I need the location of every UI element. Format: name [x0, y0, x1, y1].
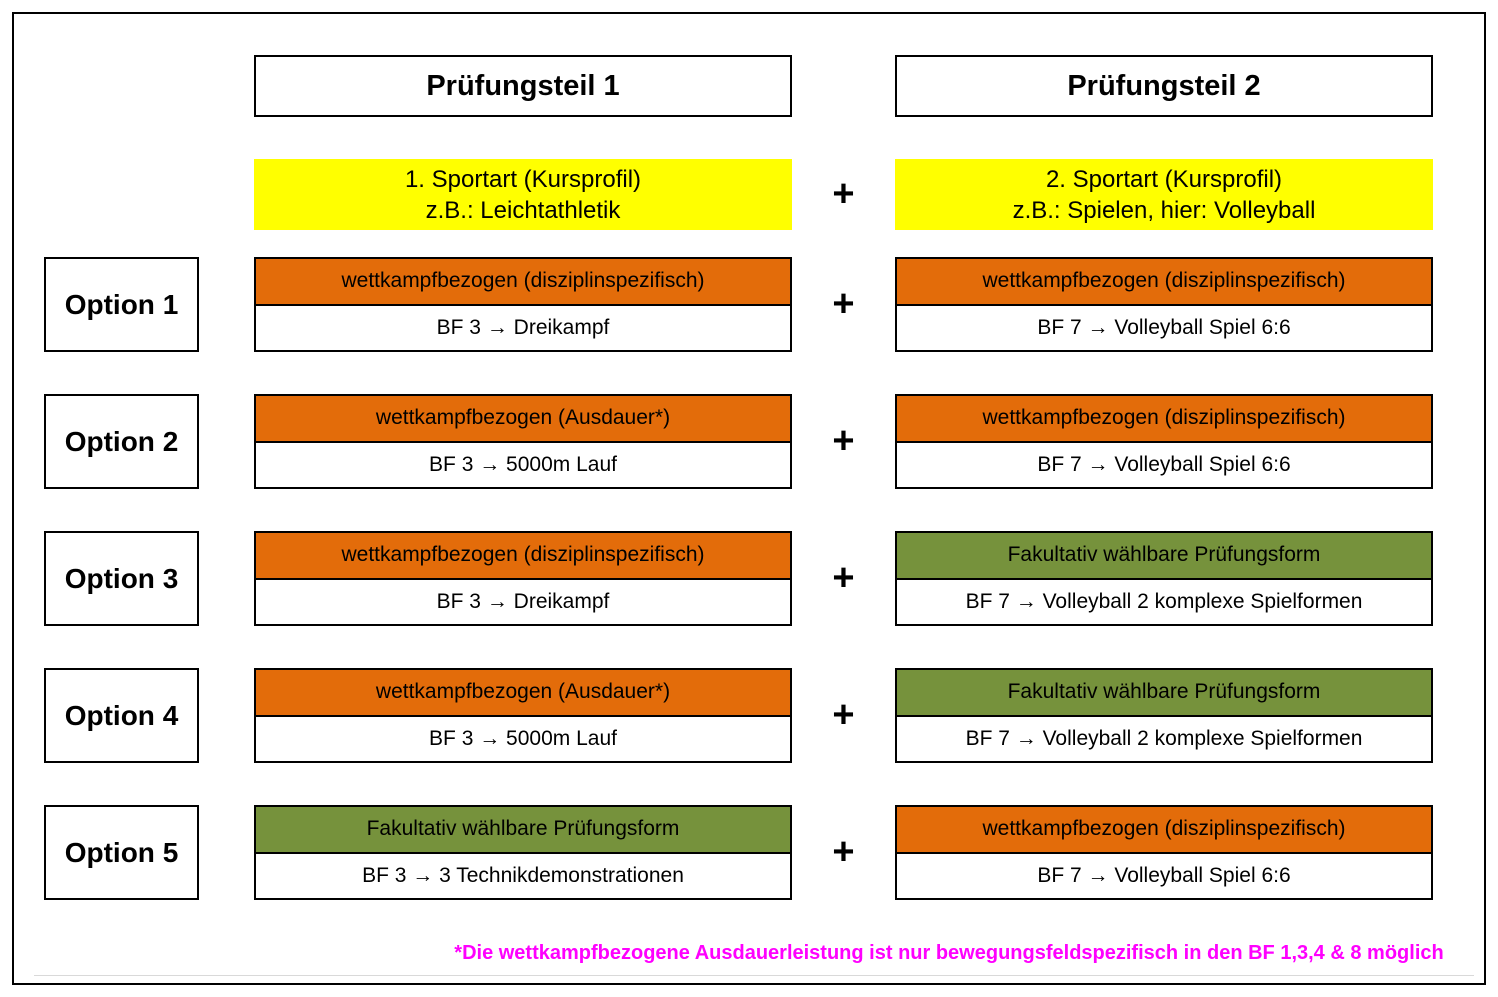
- diagram-frame: Prüfungsteil 1 Prüfungsteil 2 1. Sportar…: [12, 12, 1486, 985]
- sportart-1-line-2: z.B.: Leichtathletik: [425, 196, 621, 224]
- option-2-part-2-box: wettkampfbezogen (disziplinspezifisch) B…: [895, 394, 1433, 489]
- sportart-spacer: [44, 159, 199, 230]
- option-1-part-2-box: wettkampfbezogen (disziplinspezifisch) B…: [895, 257, 1433, 352]
- plus-sign: +: [832, 173, 855, 215]
- sportart-2-box: 2. Sportart (Kursprofil) z.B.: Spielen, …: [895, 159, 1433, 230]
- sportart-2-line-1: 2. Sportart (Kursprofil): [1045, 165, 1283, 193]
- plus-sign: +: [832, 420, 855, 462]
- option-5-part-2-box: wettkampfbezogen (disziplinspezifisch) B…: [895, 805, 1433, 900]
- header-row: Prüfungsteil 1 Prüfungsteil 2: [44, 55, 1484, 117]
- option-4-part-2-detail: BF 7 → Volleyball 2 komplexe Spielformen: [897, 716, 1431, 761]
- option-5-part-1-box: Fakultativ wählbare Prüfungsform BF 3 → …: [254, 805, 792, 900]
- sportart-row: 1. Sportart (Kursprofil) z.B.: Leichtath…: [44, 159, 1484, 230]
- option-row-4: Option 4 wettkampfbezogen (Ausdauer*) BF…: [44, 668, 1484, 763]
- option-1-part-2-detail: BF 7 → Volleyball Spiel 6:6: [897, 305, 1431, 350]
- header-plus-spacer: [792, 55, 895, 117]
- sportart-1-box: 1. Sportart (Kursprofil) z.B.: Leichtath…: [254, 159, 792, 230]
- plus-sign: +: [832, 831, 855, 873]
- option-5-part-2-category-bar: wettkampfbezogen (disziplinspezifisch): [897, 807, 1431, 854]
- option-1-label: Option 1: [44, 257, 199, 352]
- option-1-part-1-box: wettkampfbezogen (disziplinspezifisch) B…: [254, 257, 792, 352]
- header-pruefungsteil-2: Prüfungsteil 2: [895, 55, 1433, 117]
- option-2-part-2-detail: BF 7 → Volleyball Spiel 6:6: [897, 442, 1431, 487]
- option-4-part-1-box: wettkampfbezogen (Ausdauer*) BF 3 → 5000…: [254, 668, 792, 763]
- footnote-divider: [34, 975, 1474, 976]
- option-2-part-1-category-bar: wettkampfbezogen (Ausdauer*): [256, 396, 790, 443]
- option-row-5: Option 5 Fakultativ wählbare Prüfungsfor…: [44, 805, 1484, 900]
- footnote: *Die wettkampfbezogene Ausdauerleistung …: [454, 942, 1444, 964]
- diagram-content: Prüfungsteil 1 Prüfungsteil 2 1. Sportar…: [34, 55, 1484, 976]
- option-4-part-2-box: Fakultativ wählbare Prüfungsform BF 7 → …: [895, 668, 1433, 763]
- option-3-label: Option 3: [44, 531, 199, 626]
- option-row-3: Option 3 wettkampfbezogen (disziplinspez…: [44, 531, 1484, 626]
- option-5-part-2-detail: BF 7 → Volleyball Spiel 6:6: [897, 853, 1431, 898]
- option-5-part-1-detail: BF 3 → 3 Technikdemonstrationen: [256, 853, 790, 898]
- sportart-1-line-1: 1. Sportart (Kursprofil): [404, 165, 642, 193]
- sportart-2-line-2: z.B.: Spielen, hier: Volleyball: [1012, 196, 1316, 224]
- plus-sign: +: [832, 283, 855, 325]
- option-3-part-2-box: Fakultativ wählbare Prüfungsform BF 7 → …: [895, 531, 1433, 626]
- header-spacer: [44, 55, 199, 117]
- option-1-part-1-category-bar: wettkampfbezogen (disziplinspezifisch): [256, 259, 790, 306]
- option-3-part-1-box: wettkampfbezogen (disziplinspezifisch) B…: [254, 531, 792, 626]
- option-1-part-1-detail: BF 3 → Dreikampf: [256, 305, 790, 350]
- option-3-part-2-detail: BF 7 → Volleyball 2 komplexe Spielformen: [897, 579, 1431, 624]
- option-2-part-1-box: wettkampfbezogen (Ausdauer*) BF 3 → 5000…: [254, 394, 792, 489]
- header-pruefungsteil-1: Prüfungsteil 1: [254, 55, 792, 117]
- option-2-part-1-detail: BF 3 → 5000m Lauf: [256, 442, 790, 487]
- plus-sign: +: [832, 557, 855, 599]
- option-row-1: Option 1 wettkampfbezogen (disziplinspez…: [44, 257, 1484, 352]
- option-2-part-2-category-bar: wettkampfbezogen (disziplinspezifisch): [897, 396, 1431, 443]
- option-row-2: Option 2 wettkampfbezogen (Ausdauer*) BF…: [44, 394, 1484, 489]
- option-5-label: Option 5: [44, 805, 199, 900]
- plus-sign: +: [832, 694, 855, 736]
- option-5-part-1-category-bar: Fakultativ wählbare Prüfungsform: [256, 807, 790, 854]
- option-3-part-1-category-bar: wettkampfbezogen (disziplinspezifisch): [256, 533, 790, 580]
- option-1-part-2-category-bar: wettkampfbezogen (disziplinspezifisch): [897, 259, 1431, 306]
- option-3-part-1-detail: BF 3 → Dreikampf: [256, 579, 790, 624]
- option-4-label: Option 4: [44, 668, 199, 763]
- option-3-part-2-category-bar: Fakultativ wählbare Prüfungsform: [897, 533, 1431, 580]
- option-4-part-1-category-bar: wettkampfbezogen (Ausdauer*): [256, 670, 790, 717]
- option-4-part-1-detail: BF 3 → 5000m Lauf: [256, 716, 790, 761]
- option-4-part-2-category-bar: Fakultativ wählbare Prüfungsform: [897, 670, 1431, 717]
- option-2-label: Option 2: [44, 394, 199, 489]
